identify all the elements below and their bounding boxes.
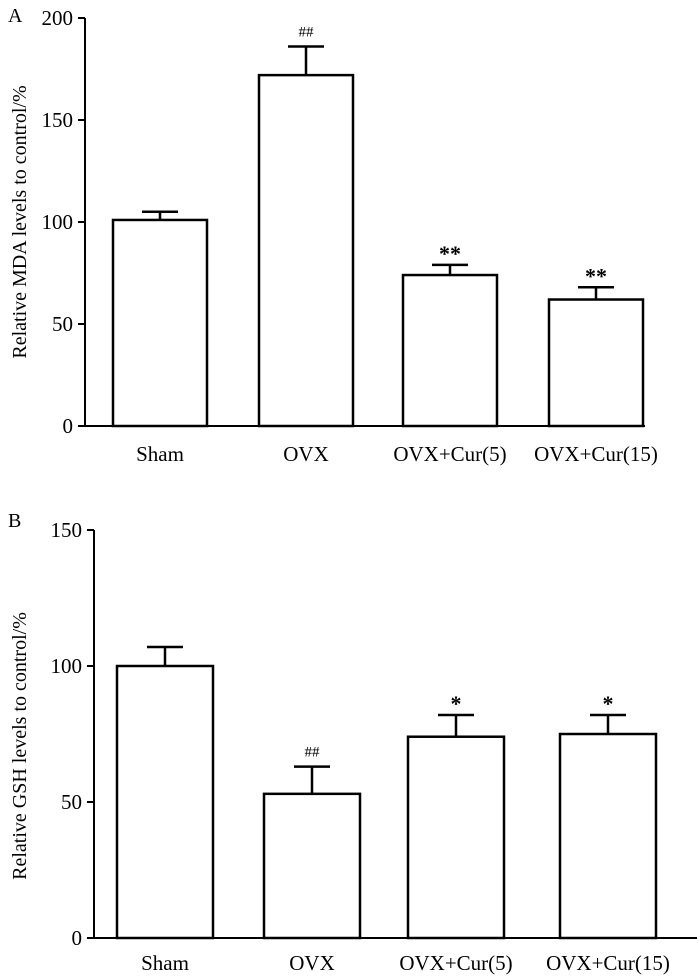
category-label: OVX — [283, 442, 329, 466]
y-axis-title: Relative MDA levels to control/% — [9, 85, 31, 358]
y-tick-label: 200 — [42, 6, 74, 30]
bar — [257, 73, 355, 428]
category-label: OVX — [289, 951, 335, 975]
y-tick-label: 100 — [42, 210, 74, 234]
significance-label: ** — [439, 241, 461, 266]
category-label: Sham — [136, 442, 184, 466]
bar — [406, 735, 506, 940]
significance-label: ## — [299, 25, 315, 41]
y-tick-label: 150 — [51, 518, 83, 542]
bar — [547, 298, 645, 428]
category-label: OVX+Cur(15) — [534, 442, 658, 466]
category-label: OVX+Cur(15) — [546, 951, 670, 975]
bar — [111, 218, 209, 428]
bars: ## * * — [115, 645, 658, 940]
panel-label: A — [8, 5, 23, 27]
bar — [115, 664, 215, 940]
significance-label: ## — [305, 745, 321, 761]
panel-label: B — [8, 510, 21, 532]
bar — [401, 273, 499, 428]
panel-a: A Relative MDA levels to control/% 0 50 10… — [8, 5, 658, 466]
panel-b: B Relative GSH levels to control/% 0 50 10… — [8, 510, 697, 975]
significance-label: ** — [585, 263, 607, 288]
category-label: OVX+Cur(5) — [399, 951, 512, 975]
y-axis-title: Relative GSH levels to control/% — [9, 612, 31, 880]
significance-label: * — [451, 691, 462, 716]
y-ticks: 0 50 100 150 — [51, 518, 94, 950]
y-tick-label: 50 — [52, 312, 73, 336]
significance-label: * — [603, 691, 614, 716]
y-tick-label: 0 — [72, 926, 83, 950]
y-ticks: 0 50 100 150 200 — [42, 6, 85, 438]
y-tick-label: 0 — [63, 414, 74, 438]
bar — [262, 792, 362, 940]
category-label: Sham — [141, 951, 189, 975]
y-tick-label: 150 — [42, 108, 74, 132]
y-tick-label: 100 — [51, 654, 83, 678]
category-labels: Sham OVX OVX+Cur(5) OVX+Cur(15) — [141, 951, 670, 975]
bars: ## ** ** — [111, 25, 645, 428]
category-label: OVX+Cur(5) — [393, 442, 506, 466]
category-labels: Sham OVX OVX+Cur(5) OVX+Cur(15) — [136, 442, 658, 466]
y-tick-label: 50 — [61, 790, 82, 814]
bar — [558, 732, 658, 940]
